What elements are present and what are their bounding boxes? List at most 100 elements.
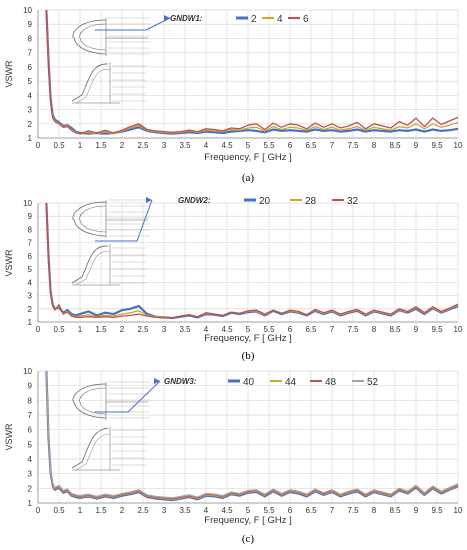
x-tick-label: 10 bbox=[454, 506, 463, 515]
y-tick-label: 10 bbox=[23, 367, 32, 376]
y-tick-label: 6 bbox=[28, 426, 33, 435]
series-line-40 bbox=[45, 370, 459, 502]
antenna-inset bbox=[71, 381, 150, 471]
y-tick-label: 6 bbox=[28, 63, 33, 72]
chart-panel-3: 0 0.5 1 1.5 2 2.5 3 3.5 4 4.5 5 5.5 6 6.5 7 7.5 8 8.5 9 9.5… bbox=[4, 367, 463, 545]
inset-arc-inner bbox=[79, 205, 107, 233]
x-axis-title: Frequency, F [ GHz ] bbox=[204, 333, 291, 344]
panel-caption: (a) bbox=[242, 172, 255, 184]
x-tick-label: 8 bbox=[372, 506, 377, 515]
y-tick-label: 4 bbox=[28, 278, 33, 287]
x-tick-label: 5 bbox=[246, 506, 251, 515]
x-tick-label: 2.5 bbox=[137, 325, 149, 334]
legend-title: GNDW1: bbox=[170, 14, 203, 23]
x-tick-label: 2.5 bbox=[137, 506, 149, 515]
y-axis-title: VSWR bbox=[4, 60, 14, 88]
y-tick-label: 10 bbox=[23, 6, 32, 15]
y-tick-label: 7 bbox=[28, 49, 33, 58]
arrow-head bbox=[154, 378, 160, 384]
legend-title: GNDW3: bbox=[164, 377, 197, 386]
inset-arc bbox=[72, 201, 107, 237]
y-axis-title: VSWR bbox=[4, 423, 14, 451]
x-tick-label: 7 bbox=[330, 325, 335, 334]
x-tick-label: 8 bbox=[372, 325, 377, 334]
y-tick-label: 8 bbox=[28, 396, 33, 405]
x-tick-label: 9 bbox=[414, 141, 419, 150]
legend-label: 28 bbox=[305, 196, 317, 207]
y-tick-label: 10 bbox=[23, 199, 32, 208]
inset-arc bbox=[72, 19, 107, 55]
x-tick-label: 6.5 bbox=[305, 141, 317, 150]
x-tick-label: 9 bbox=[414, 506, 419, 515]
y-tick-label: 3 bbox=[28, 292, 33, 301]
x-tick-label: 5.5 bbox=[263, 506, 275, 515]
x-tick-label: 2.5 bbox=[137, 141, 149, 150]
panel-caption: (c) bbox=[242, 533, 255, 545]
legend-label: 44 bbox=[285, 377, 297, 388]
legend-label: 2 bbox=[251, 14, 257, 25]
x-tick-label: 8.5 bbox=[389, 506, 401, 515]
legend-label: 52 bbox=[367, 377, 379, 388]
x-tick-label: 4.5 bbox=[221, 141, 233, 150]
x-tick-label: 0.5 bbox=[53, 141, 65, 150]
arrow-head bbox=[146, 197, 152, 203]
series-line-4 bbox=[45, 9, 459, 135]
inset-ground-outline bbox=[71, 63, 109, 102]
y-tick-label: 2 bbox=[28, 305, 33, 314]
x-tick-label: 3 bbox=[162, 506, 167, 515]
series-line-32 bbox=[45, 202, 459, 319]
legend-label: 40 bbox=[243, 377, 255, 388]
x-tick-label: 4.5 bbox=[221, 325, 233, 334]
x-tick-label: 10 bbox=[454, 141, 463, 150]
antenna-inset bbox=[71, 199, 150, 286]
x-tick-label: 0.5 bbox=[53, 325, 65, 334]
x-tick-label: 6.5 bbox=[305, 325, 317, 334]
x-tick-label: 4 bbox=[204, 325, 209, 334]
inset-arc-inner bbox=[79, 23, 107, 51]
antenna-inset bbox=[71, 17, 150, 104]
y-tick-label: 2 bbox=[28, 120, 33, 129]
x-tick-label: 0 bbox=[36, 141, 41, 150]
series-line-48 bbox=[45, 370, 459, 500]
legend-label: 4 bbox=[277, 14, 283, 25]
x-tick-label: 3.5 bbox=[179, 506, 191, 515]
x-tick-label: 7 bbox=[330, 506, 335, 515]
x-tick-label: 2 bbox=[120, 325, 125, 334]
x-tick-label: 8.5 bbox=[389, 141, 401, 150]
y-tick-label: 5 bbox=[28, 77, 33, 86]
x-tick-label: 9.5 bbox=[431, 141, 443, 150]
x-tick-label: 6 bbox=[288, 141, 293, 150]
x-tick-label: 9.5 bbox=[431, 506, 443, 515]
legend-label: 6 bbox=[303, 14, 309, 25]
series-line-44 bbox=[45, 370, 459, 500]
y-tick-label: 5 bbox=[28, 440, 33, 449]
chart-panel-2: 0 0.5 1 1.5 2 2.5 3 3.5 4 4.5 5 5.5 6 6.5 7 7.5 8 8.5 9 9.5… bbox=[4, 196, 463, 362]
legend-label: 20 bbox=[259, 196, 271, 207]
panel-caption: (b) bbox=[242, 350, 255, 362]
x-tick-label: 7.5 bbox=[347, 141, 359, 150]
x-tick-label: 1.5 bbox=[95, 141, 107, 150]
x-tick-label: 4.5 bbox=[221, 506, 233, 515]
series-line-2 bbox=[45, 9, 459, 135]
inset-arc-inner bbox=[79, 387, 107, 415]
inset-pointer-arrow bbox=[95, 199, 153, 242]
x-tick-label: 6.5 bbox=[305, 506, 317, 515]
x-tick-label: 3.5 bbox=[179, 325, 191, 334]
legend-title: GNDW2: bbox=[178, 196, 211, 205]
x-tick-label: 0.5 bbox=[53, 506, 65, 515]
x-tick-label: 7 bbox=[330, 141, 335, 150]
x-tick-label: 0 bbox=[36, 506, 41, 515]
y-axis-title: VSWR bbox=[4, 249, 14, 277]
x-tick-label: 7.5 bbox=[347, 325, 359, 334]
y-tick-label: 8 bbox=[28, 34, 33, 43]
x-tick-label: 1 bbox=[78, 325, 83, 334]
x-tick-label: 1.5 bbox=[95, 506, 107, 515]
y-tick-label: 3 bbox=[28, 470, 33, 479]
x-tick-label: 5.5 bbox=[263, 141, 275, 150]
inset-ground-inner bbox=[75, 69, 111, 104]
x-axis-title: Frequency, F [ GHz ] bbox=[204, 152, 291, 163]
inset-ground-inner bbox=[75, 251, 111, 286]
x-tick-label: 7.5 bbox=[347, 506, 359, 515]
x-tick-label: 8 bbox=[372, 141, 377, 150]
